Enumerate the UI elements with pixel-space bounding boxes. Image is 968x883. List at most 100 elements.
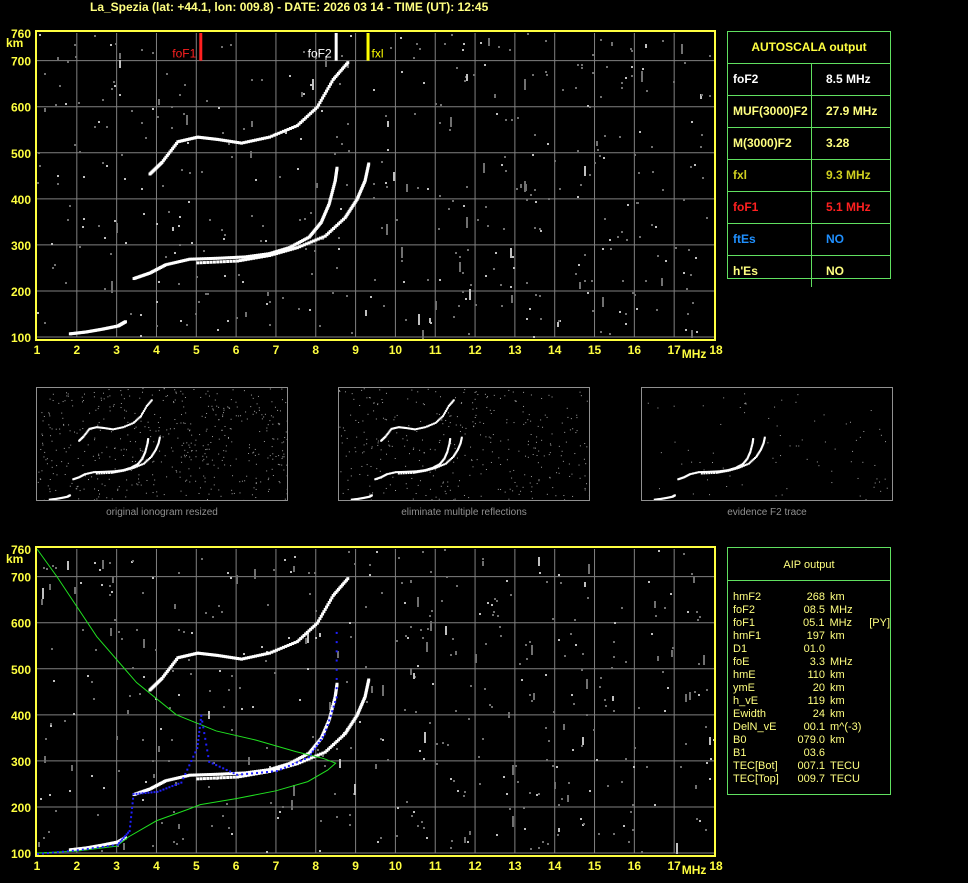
noise-point <box>232 389 234 391</box>
noise-point <box>720 423 722 425</box>
trace-point <box>222 776 226 780</box>
trace-point <box>387 472 390 475</box>
aip-row: TEC[Bot] 007.1 TECU <box>728 760 890 773</box>
noise-point <box>371 446 373 448</box>
noise-point <box>83 488 85 490</box>
noise-point <box>279 410 281 412</box>
trace-point <box>111 470 114 473</box>
noise-point <box>188 430 190 432</box>
noise-point <box>619 136 621 138</box>
noise-point <box>140 417 142 419</box>
noise-point <box>348 451 350 453</box>
noise-point <box>194 444 196 446</box>
trace-point <box>386 473 389 476</box>
noise-point <box>665 260 667 262</box>
noise-point <box>277 463 279 465</box>
trace-point <box>326 205 330 209</box>
noise-point <box>277 422 279 424</box>
noise-point <box>579 445 581 447</box>
trace-point <box>206 136 210 140</box>
x-tick-label: 2 <box>73 859 80 873</box>
trace-point <box>270 134 274 138</box>
noise-point <box>876 478 878 480</box>
noise-point <box>148 426 150 428</box>
noise-point <box>41 470 43 472</box>
trace-point <box>226 139 230 143</box>
trace-point <box>317 619 321 623</box>
trace-point <box>83 434 86 437</box>
noise-point <box>584 487 586 489</box>
noise-point <box>146 480 148 482</box>
noise-point <box>538 450 540 452</box>
trace-point <box>143 408 146 411</box>
noise-point <box>262 225 264 227</box>
trace-point <box>325 89 329 93</box>
noise-point <box>676 843 678 854</box>
noise-point <box>109 406 111 408</box>
noise-point <box>61 412 63 414</box>
trace-point <box>389 429 392 432</box>
trace-point <box>276 249 280 253</box>
trace-point <box>322 730 326 734</box>
noise-point <box>114 447 116 449</box>
noise-point <box>141 188 143 190</box>
noise-point <box>189 172 191 174</box>
noise-point <box>602 248 604 250</box>
trace-point <box>312 755 316 759</box>
noise-point <box>217 467 219 469</box>
noise-point <box>611 42 613 44</box>
trace-point <box>247 140 251 144</box>
noise-point <box>575 87 577 89</box>
noise-point <box>350 468 352 470</box>
noise-point <box>427 188 429 190</box>
noise-point <box>272 475 274 477</box>
trace-point <box>331 594 335 598</box>
noise-point <box>181 400 183 402</box>
trace-point <box>346 577 350 581</box>
trace-point <box>315 621 319 625</box>
noise-point <box>776 425 778 427</box>
fit-point <box>323 733 326 736</box>
fit-point <box>198 726 201 729</box>
trace-point <box>394 471 397 474</box>
noise-point <box>168 211 170 213</box>
noise-point <box>285 132 287 134</box>
trace-point <box>750 446 753 449</box>
trace-point <box>252 772 256 776</box>
noise-point <box>631 66 633 68</box>
trace-point <box>405 472 408 475</box>
trace-point <box>158 437 161 440</box>
noise-point <box>564 499 566 500</box>
autoscala-row: MUF(3000)F2 27.9 MHz <box>728 96 890 128</box>
noise-point <box>487 225 489 227</box>
noise-point <box>426 642 428 652</box>
trace-point <box>316 753 320 757</box>
trace-point <box>333 181 337 185</box>
noise-point <box>515 765 517 767</box>
noise-point <box>518 493 520 495</box>
noise-point <box>195 456 197 458</box>
noise-point <box>447 412 449 414</box>
noise-point <box>187 451 189 453</box>
noise-point <box>200 396 202 398</box>
trace-point <box>199 652 203 656</box>
noise-point <box>97 490 99 492</box>
noise-point <box>625 758 627 760</box>
noise-point <box>279 811 281 813</box>
noise-point <box>520 490 522 492</box>
noise-point <box>600 677 602 679</box>
noise-point <box>140 420 142 422</box>
noise-point <box>652 171 654 173</box>
autoscala-row: h'Es NO <box>728 256 890 287</box>
noise-point <box>545 674 547 676</box>
noise-point <box>625 313 627 315</box>
noise-point <box>319 325 321 327</box>
noise-point <box>494 94 496 98</box>
noise-point <box>196 276 198 278</box>
noise-point <box>167 395 169 397</box>
noise-point <box>540 318 542 320</box>
noise-point <box>52 400 54 402</box>
noise-point <box>529 641 531 643</box>
noise-point <box>42 442 44 444</box>
